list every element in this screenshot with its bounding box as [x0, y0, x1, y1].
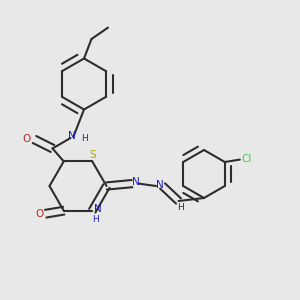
Text: S: S	[89, 150, 96, 160]
Text: Cl: Cl	[241, 154, 252, 164]
Text: N: N	[68, 131, 76, 141]
Text: H: H	[82, 134, 88, 143]
Text: O: O	[22, 134, 30, 144]
Text: O: O	[36, 209, 44, 219]
Text: H: H	[92, 214, 99, 224]
Text: H: H	[177, 203, 183, 212]
Text: N: N	[94, 204, 101, 214]
Text: N: N	[156, 179, 164, 190]
Text: N: N	[132, 177, 140, 187]
